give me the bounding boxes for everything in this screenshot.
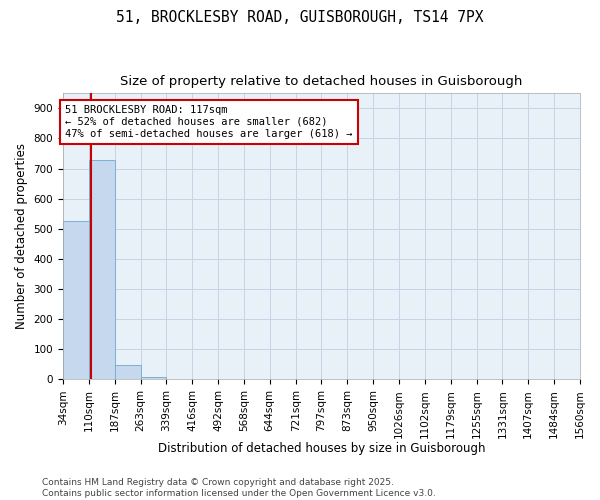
- Text: Contains HM Land Registry data © Crown copyright and database right 2025.
Contai: Contains HM Land Registry data © Crown c…: [42, 478, 436, 498]
- Bar: [115, 365, 140, 380]
- X-axis label: Distribution of detached houses by size in Guisborough: Distribution of detached houses by size …: [158, 442, 485, 455]
- Text: 51, BROCKLESBY ROAD, GUISBOROUGH, TS14 7PX: 51, BROCKLESBY ROAD, GUISBOROUGH, TS14 7…: [116, 10, 484, 25]
- Title: Size of property relative to detached houses in Guisborough: Size of property relative to detached ho…: [120, 75, 523, 88]
- Bar: [63, 220, 89, 380]
- Bar: [140, 376, 166, 380]
- Y-axis label: Number of detached properties: Number of detached properties: [15, 144, 28, 330]
- Text: 51 BROCKLESBY ROAD: 117sqm
← 52% of detached houses are smaller (682)
47% of sem: 51 BROCKLESBY ROAD: 117sqm ← 52% of deta…: [65, 106, 353, 138]
- Bar: [89, 160, 115, 380]
